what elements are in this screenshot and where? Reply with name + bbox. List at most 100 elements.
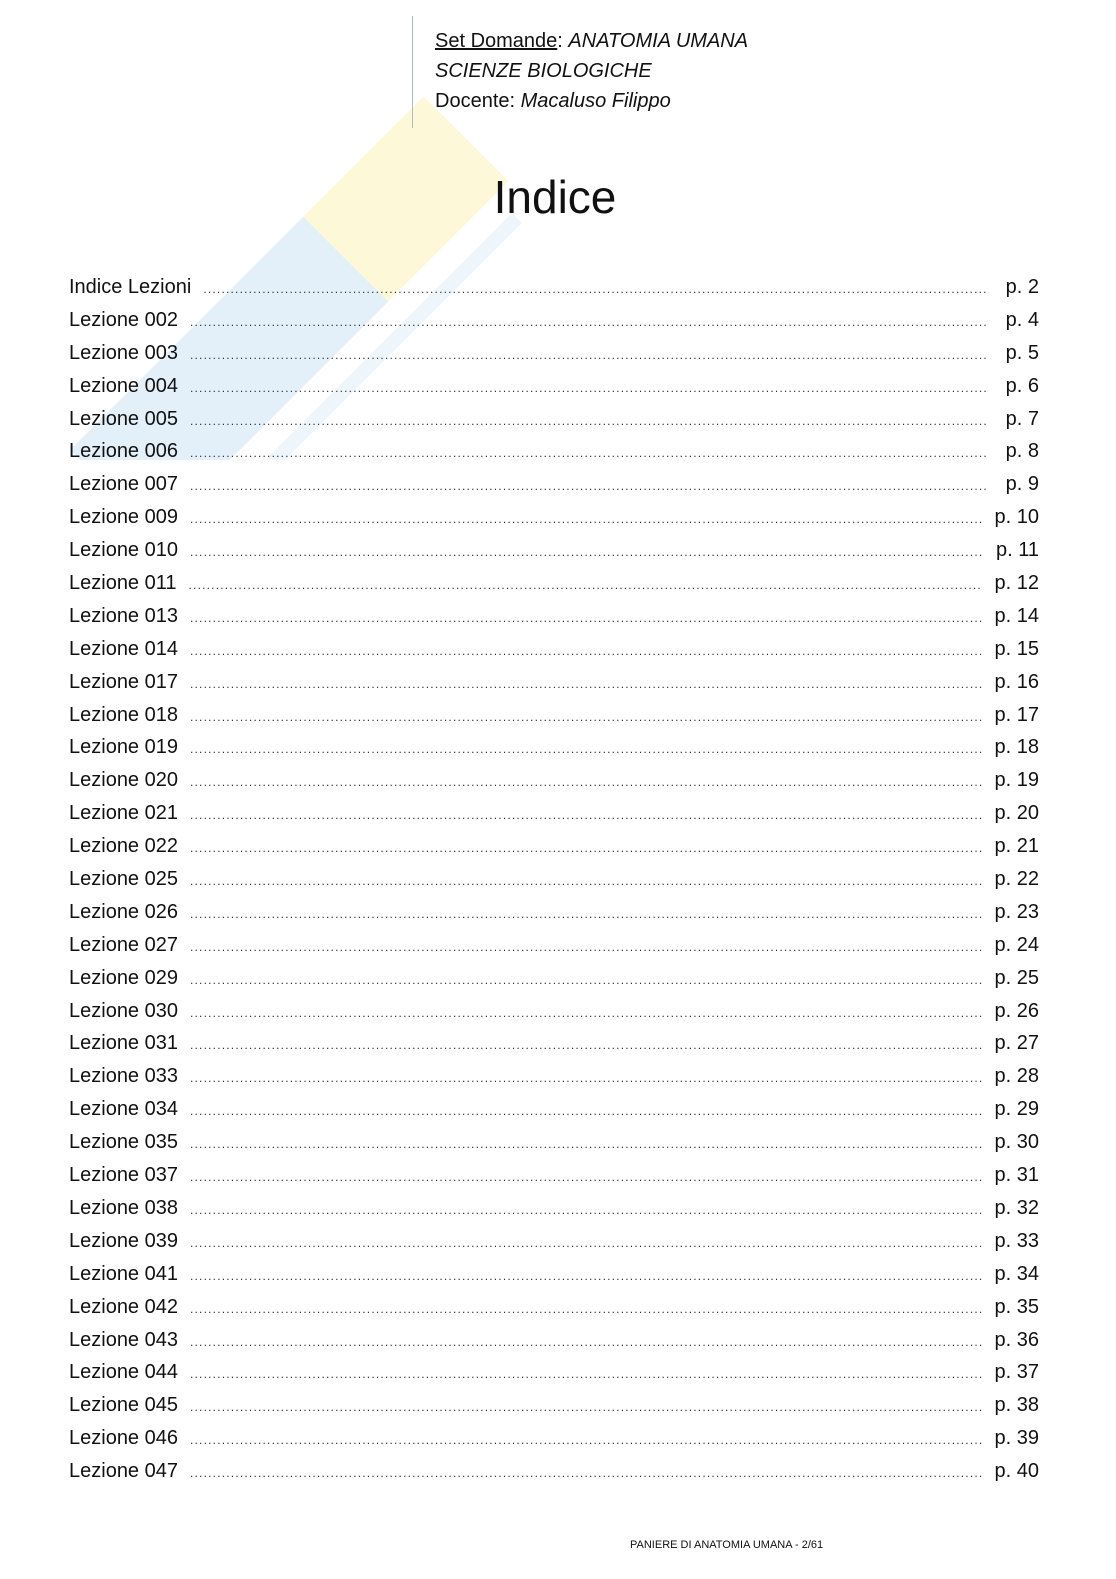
toc-entry-page: p. 18 [994, 736, 1039, 759]
dot-leader: ........................................… [188, 578, 983, 593]
toc-entry-page: p. 6 [1005, 374, 1039, 397]
toc-entry-page: p. 17 [994, 703, 1039, 726]
toc-entry-page: p. 34 [994, 1262, 1039, 1285]
toc-entry-page: p. 37 [994, 1361, 1039, 1384]
toc-entry[interactable]: Lezione 004.............................… [69, 375, 1039, 408]
toc-entry[interactable]: Lezione 013.............................… [69, 605, 1039, 638]
toc-entry-label: Lezione 031 [69, 1032, 178, 1055]
dot-leader: ........................................… [189, 1400, 983, 1415]
toc-entry-label: Lezione 044 [69, 1361, 178, 1384]
toc-entry[interactable]: Lezione 047.............................… [69, 1460, 1039, 1493]
toc-entry-label: Lezione 047 [69, 1460, 178, 1483]
dot-leader: ........................................… [189, 413, 989, 428]
course-name: SCIENZE BIOLOGICHE [435, 60, 652, 82]
toc-entry-label: Lezione 017 [69, 670, 178, 693]
dot-leader: ........................................… [189, 1104, 983, 1119]
toc-entry-page: p. 2 [1005, 276, 1039, 298]
toc-entry-page: p. 31 [994, 1164, 1039, 1187]
toc-entry[interactable]: Lezione 005.............................… [69, 408, 1039, 441]
toc-entry-label: Lezione 002 [69, 308, 178, 331]
toc-entry-page: p. 36 [994, 1328, 1039, 1351]
toc-entry[interactable]: Lezione 007.............................… [69, 473, 1039, 506]
dot-leader: ........................................… [189, 1334, 983, 1349]
toc-entry[interactable]: Lezione 020.............................… [69, 769, 1039, 802]
dot-leader: ........................................… [189, 479, 989, 494]
dot-leader: ........................................… [203, 282, 989, 296]
dot-leader: ........................................… [189, 1137, 983, 1152]
page-title: Indice [493, 171, 617, 223]
toc-entry[interactable]: Lezione 046.............................… [69, 1427, 1039, 1460]
toc-entry-label: Lezione 042 [69, 1295, 178, 1318]
toc-entry[interactable]: Lezione 011.............................… [69, 572, 1039, 605]
toc-entry-label: Lezione 038 [69, 1196, 178, 1219]
toc-entry-page: p. 24 [994, 933, 1039, 956]
toc-entry-label: Lezione 003 [69, 341, 178, 364]
dot-leader: ........................................… [189, 1301, 983, 1316]
toc-entry-page: p. 9 [1005, 473, 1039, 496]
toc-entry-page: p. 39 [994, 1427, 1039, 1450]
toc-entry-page: p. 10 [994, 506, 1039, 529]
toc-entry-label: Lezione 026 [69, 900, 178, 923]
toc-entry[interactable]: Lezione 019.............................… [69, 736, 1039, 769]
toc-entry-page: p. 19 [994, 769, 1039, 792]
toc-entry[interactable]: Indice Lezioni..........................… [69, 276, 1039, 309]
toc-entry[interactable]: Lezione 014.............................… [69, 638, 1039, 671]
toc-entry[interactable]: Lezione 002.............................… [69, 309, 1039, 342]
dot-leader: ........................................… [189, 1005, 983, 1020]
document-header: Set Domande: ANATOMIA UMANA SCIENZE BIOL… [435, 30, 749, 112]
page-footer: PANIERE DI ANATOMIA UMANA - 2/61 [630, 1539, 824, 1551]
toc-entry[interactable]: Lezione 027.............................… [69, 934, 1039, 967]
toc-entry[interactable]: Lezione 045.............................… [69, 1394, 1039, 1427]
toc-entry-label: Lezione 035 [69, 1131, 178, 1154]
toc-entry-page: p. 4 [1005, 308, 1039, 331]
dot-leader: ........................................… [189, 676, 983, 691]
toc-entry-label: Lezione 007 [69, 473, 178, 496]
dot-leader: ........................................… [189, 709, 983, 724]
dot-leader: ........................................… [189, 808, 983, 823]
toc-entry[interactable]: Lezione 030.............................… [69, 1000, 1039, 1033]
toc-entry-page: p. 33 [994, 1229, 1039, 1252]
toc-entry[interactable]: Lezione 022.............................… [69, 835, 1039, 868]
dot-leader: ........................................… [189, 906, 983, 921]
toc-entry-page: p. 11 [996, 539, 1039, 562]
toc-entry-label: Lezione 005 [69, 407, 178, 430]
toc-entry[interactable]: Lezione 042.............................… [69, 1296, 1039, 1329]
toc-entry[interactable]: Lezione 035.............................… [69, 1131, 1039, 1164]
toc-entry[interactable]: Lezione 017.............................… [69, 671, 1039, 704]
toc-entry-page: p. 23 [994, 900, 1039, 923]
toc-entry[interactable]: Lezione 034.............................… [69, 1098, 1039, 1131]
toc-entry[interactable]: Lezione 044.............................… [69, 1361, 1039, 1394]
toc-entry[interactable]: Lezione 026.............................… [69, 901, 1039, 934]
toc-entry[interactable]: Lezione 021.............................… [69, 802, 1039, 835]
dot-leader: ........................................… [189, 347, 989, 362]
toc-entry[interactable]: Lezione 006.............................… [69, 440, 1039, 473]
dot-leader: ........................................… [189, 1235, 983, 1250]
toc-entry-label: Lezione 025 [69, 868, 178, 891]
toc-entry[interactable]: Lezione 010.............................… [69, 539, 1039, 572]
toc-entry[interactable]: Lezione 041.............................… [69, 1263, 1039, 1296]
toc-entry-label: Lezione 011 [69, 572, 177, 595]
toc-entry[interactable]: Lezione 039.............................… [69, 1230, 1039, 1263]
toc-entry[interactable]: Lezione 037.............................… [69, 1164, 1039, 1197]
dot-leader: ........................................… [189, 972, 983, 987]
toc-entry-page: p. 12 [994, 572, 1039, 595]
toc-entry[interactable]: Lezione 003.............................… [69, 342, 1039, 375]
toc-entry[interactable]: Lezione 029.............................… [69, 967, 1039, 1000]
dot-leader: ........................................… [189, 775, 983, 790]
toc-entry[interactable]: Lezione 033.............................… [69, 1065, 1039, 1098]
toc-entry-label: Lezione 006 [69, 440, 178, 463]
toc-entry[interactable]: Lezione 031.............................… [69, 1032, 1039, 1065]
toc-entry-label: Lezione 039 [69, 1229, 178, 1252]
dot-leader: ........................................… [189, 1071, 983, 1086]
toc-entry[interactable]: Lezione 018.............................… [69, 704, 1039, 737]
toc-entry-label: Lezione 045 [69, 1394, 178, 1417]
toc-entry-label: Indice Lezioni [69, 276, 192, 298]
teacher-label: Docente: [435, 90, 516, 112]
toc-entry-label: Lezione 046 [69, 1427, 178, 1450]
toc-entry[interactable]: Lezione 009.............................… [69, 506, 1039, 539]
toc-entry[interactable]: Lezione 025.............................… [69, 868, 1039, 901]
toc-entry-label: Lezione 037 [69, 1164, 178, 1187]
dot-leader: ........................................… [189, 874, 983, 889]
toc-entry[interactable]: Lezione 038.............................… [69, 1197, 1039, 1230]
toc-entry[interactable]: Lezione 043.............................… [69, 1329, 1039, 1362]
